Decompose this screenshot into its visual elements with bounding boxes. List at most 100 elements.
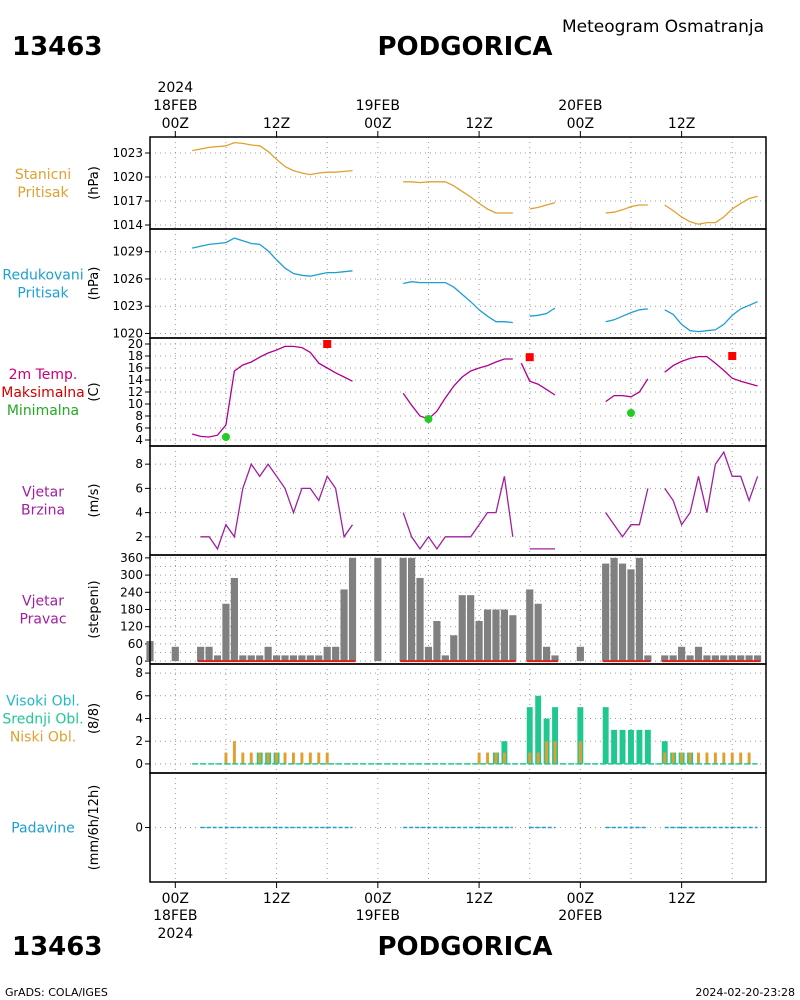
low-cloud-bar (722, 752, 726, 764)
direction-bar (332, 646, 340, 662)
low-cloud-bar (578, 741, 582, 764)
low-cloud-bar (258, 752, 262, 764)
panel-label: Minimalna (7, 403, 79, 419)
panel-label: Redukovani (2, 268, 83, 284)
direction-bar (618, 563, 627, 662)
direction-bar (272, 655, 281, 662)
y-tick-label: 1020 (112, 326, 143, 340)
low-cloud-bar (300, 752, 304, 764)
x-tick-label-top: 12Z (465, 116, 492, 132)
low-cloud-bar (536, 752, 540, 764)
low-cloud-bar (308, 752, 312, 764)
date-label-bottom: 18FEB (153, 908, 197, 924)
series-line (192, 237, 353, 277)
panel-label: Niski Obl. (10, 730, 76, 746)
panel-label: Pritisak (17, 286, 69, 302)
low-cloud-bar (266, 752, 270, 764)
y-tick-label: 18 (128, 349, 143, 363)
tmin-marker (221, 433, 230, 441)
panels: 1014101710201023(hPa)StanicniPritisak102… (1, 136, 767, 883)
series-line (200, 462, 354, 551)
y-tick-label: 20 (128, 337, 143, 351)
direction-bar (703, 655, 711, 662)
direction-bar (348, 557, 357, 662)
panel-label: 2m Temp. (9, 367, 78, 383)
low-cloud-bar (553, 741, 557, 764)
y-tick-label: 0 (135, 654, 143, 668)
y-tick-label: 4 (135, 712, 143, 726)
series-line (664, 450, 759, 527)
y-tick-label: 1026 (112, 272, 143, 286)
direction-bar (340, 589, 348, 662)
mid-cloud-bar (535, 695, 542, 764)
direction-bar (483, 609, 492, 662)
direction-bar (416, 577, 424, 662)
date-label-bottom: 19FEB (356, 908, 400, 924)
mid-cloud-bar (619, 729, 626, 764)
y-tick-label: 1014 (112, 218, 143, 232)
low-cloud-bar (545, 741, 549, 764)
direction-bar (264, 646, 272, 662)
series-line (529, 201, 556, 210)
y-tick-label: 0 (135, 757, 143, 771)
unit-label: (stepeni) (87, 580, 102, 638)
direction-bar (669, 655, 677, 662)
low-cloud-bar (291, 752, 295, 764)
direction-bar (197, 646, 205, 662)
series-line (664, 301, 758, 333)
panel-label: Maksimalna (1, 385, 85, 401)
low-cloud-bar (224, 752, 228, 764)
x-tick-label-bottom: 00Z (364, 891, 391, 907)
y-tick-label: 2 (135, 734, 143, 748)
footer-station-id: 13463 (12, 932, 102, 962)
direction-bar (289, 655, 298, 662)
direction-bar (627, 569, 635, 662)
x-tick-label-top: 00Z (162, 116, 189, 132)
direction-bar (737, 655, 745, 662)
direction-bar (602, 563, 610, 662)
mid-cloud-bar (628, 729, 634, 764)
direction-bar (711, 655, 719, 662)
low-cloud-bar (232, 741, 236, 764)
low-cloud-bar (283, 752, 287, 764)
tmin-marker (424, 415, 433, 423)
direction-bar (661, 655, 669, 662)
x-tick-label-top: 12Z (263, 116, 290, 132)
direction-bar (745, 655, 753, 662)
y-tick-label: 2 (135, 530, 143, 544)
low-cloud-bar (325, 752, 329, 764)
year-label-top: 2024 (157, 80, 193, 96)
mid-cloud-bar (526, 707, 533, 764)
y-tick-label: 14 (128, 373, 143, 387)
low-cloud-bar (688, 752, 692, 764)
direction-bar (450, 635, 458, 662)
y-tick-label: 60 (128, 637, 143, 651)
direction-bar (213, 655, 222, 662)
footer-station-name: PODGORICA (377, 932, 552, 962)
year-label-bottom: 2024 (157, 926, 193, 942)
date-label-bottom: 20FEB (558, 908, 602, 924)
direction-bar (171, 646, 179, 662)
direction-bar (678, 646, 686, 662)
panel-frame (149, 772, 767, 883)
low-cloud-bar (663, 752, 667, 764)
series-line (664, 355, 758, 387)
low-cloud-bar (713, 752, 717, 764)
direction-bar (500, 609, 508, 662)
mid-cloud-bar (636, 729, 643, 764)
series-line (605, 308, 648, 323)
low-cloud-bar (697, 752, 700, 764)
y-tick-label: 120 (120, 620, 143, 634)
tmax-marker (323, 340, 332, 348)
direction-bar (298, 655, 306, 662)
panel-precipitation: 0 (mm/6h/12h) Padavine (11, 772, 767, 883)
direction-bar (728, 655, 736, 662)
y-tick-label: 1017 (112, 194, 143, 208)
panel-label: Stanicni (15, 167, 71, 183)
y-tick-label: 0 (135, 821, 143, 835)
y-tick-label: 16 (128, 361, 143, 375)
x-tick-label-bottom: 00Z (567, 891, 594, 907)
tmax-marker (525, 353, 534, 362)
panel-label: Srednji Obl. (2, 712, 83, 728)
